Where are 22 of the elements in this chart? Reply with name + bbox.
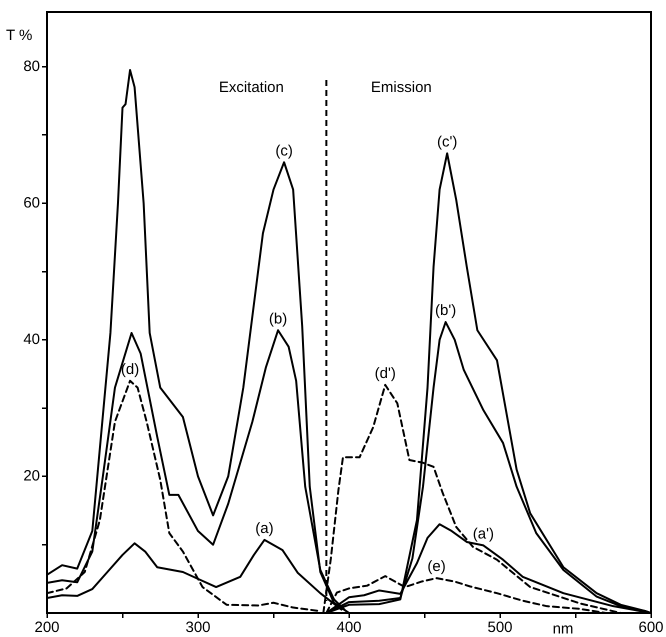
annotation: (c) bbox=[275, 142, 293, 160]
y-tick-label: 40 bbox=[23, 330, 40, 348]
y-tick-label: 80 bbox=[23, 58, 40, 75]
x-tick-label: 400 bbox=[336, 619, 362, 636]
y-tick-label: 60 bbox=[23, 194, 40, 212]
y-tick-label: 20 bbox=[23, 468, 40, 485]
y-axis-title: T % bbox=[6, 27, 32, 44]
x-tick-label: 600 bbox=[638, 619, 664, 636]
annotation: (a) bbox=[255, 520, 274, 537]
annotation: (c') bbox=[436, 133, 458, 150]
annotation: (e) bbox=[427, 558, 446, 576]
annotation: Excitation bbox=[218, 79, 284, 96]
annotation: Emission bbox=[370, 79, 432, 96]
annotation: (a') bbox=[472, 525, 494, 542]
annotation: (d) bbox=[120, 360, 140, 378]
annotation: (d') bbox=[374, 364, 396, 382]
annotation: (b') bbox=[435, 302, 456, 320]
x-tick-label: 500 bbox=[487, 619, 513, 636]
x-axis-title: nm bbox=[552, 620, 574, 637]
x-tick-label: 200 bbox=[34, 619, 60, 636]
annotation: (b) bbox=[268, 310, 288, 328]
x-tick-label: 300 bbox=[185, 619, 211, 636]
